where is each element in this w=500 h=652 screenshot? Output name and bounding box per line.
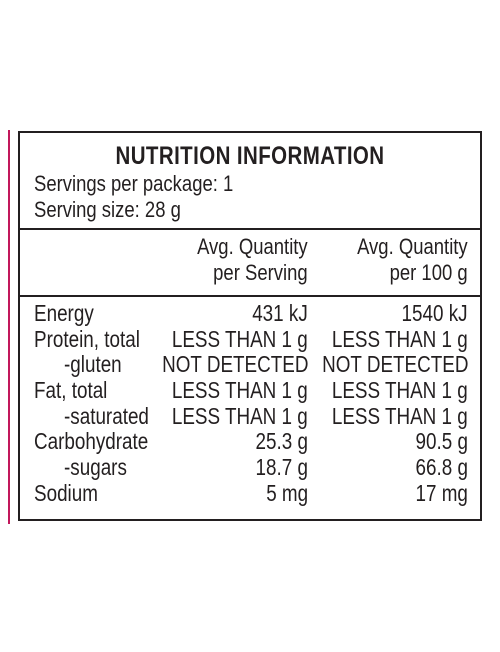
nutrient-label: -sugars [64, 454, 127, 481]
per-100g-value: 1540 kJ [401, 300, 468, 326]
nutrient-label: -saturated [64, 402, 149, 429]
nutrition-panel: NUTRITION INFORMATION Servings per packa… [18, 131, 482, 521]
nutrient-rows: Energy 431 kJ 1540 kJ Protein, total LES… [20, 297, 480, 506]
table-row: Sodium 5 mg 17 mg [20, 480, 480, 506]
per-100g-value: 17 mg [415, 479, 468, 506]
column-header-per-serving-line1: Avg. Quantity [197, 234, 308, 259]
nutrient-label: Carbohydrate [34, 428, 149, 455]
panel-title: NUTRITION INFORMATION [115, 142, 385, 170]
per-100g-value: 90.5 g [415, 428, 468, 455]
nutrient-label: Fat, total [34, 377, 108, 404]
table-row: Fat, total LESS THAN 1 g LESS THAN 1 g [20, 377, 480, 403]
table-row: Carbohydrate 25.3 g 90.5 g [20, 428, 480, 454]
per-serving-value: LESS THAN 1 g [172, 402, 308, 429]
servings-per-package: Servings per package: 1 [34, 171, 234, 196]
per-100g-value: LESS THAN 1 g [332, 377, 468, 404]
table-row: -sugars 18.7 g 66.8 g [20, 454, 480, 480]
column-header-per-serving-line2: per Serving [213, 260, 308, 285]
per-100g-value: LESS THAN 1 g [332, 325, 468, 352]
nutrient-label: Protein, total [34, 325, 140, 352]
per-100g-value: 66.8 g [415, 454, 468, 481]
panel-header: NUTRITION INFORMATION Servings per packa… [20, 133, 480, 230]
per-serving-value: 25.3 g [255, 428, 308, 455]
column-header-per-100g-line2: per 100 g [389, 260, 468, 285]
per-100g-value: LESS THAN 1 g [332, 402, 468, 429]
column-header-per-100g: Avg. Quantity per 100 g [357, 234, 468, 286]
per-serving-value: 5 mg [266, 479, 308, 506]
nutrient-label: -gluten [64, 351, 122, 378]
per-serving-value: NOT DETECTED [161, 351, 308, 378]
nutrient-label: Energy [34, 300, 94, 326]
column-header-per-100g-line1: Avg. Quantity [357, 234, 468, 259]
table-row: -gluten NOT DETECTED NOT DETECTED [20, 351, 480, 377]
per-serving-value: LESS THAN 1 g [172, 377, 308, 404]
column-headers: Avg. Quantity per Serving Avg. Quantity … [20, 230, 480, 297]
per-serving-value: LESS THAN 1 g [172, 325, 308, 352]
column-header-per-serving: Avg. Quantity per Serving [197, 234, 308, 286]
table-row: Protein, total LESS THAN 1 g LESS THAN 1… [20, 326, 480, 352]
nutrient-label: Sodium [34, 479, 98, 506]
accent-line [8, 130, 10, 524]
table-row: Energy 431 kJ 1540 kJ [20, 300, 480, 326]
serving-size: Serving size: 28 g [34, 197, 181, 222]
per-serving-value: 18.7 g [255, 454, 308, 481]
per-100g-value: NOT DETECTED [321, 351, 468, 378]
per-serving-value: 431 kJ [252, 300, 308, 326]
table-row: -saturated LESS THAN 1 g LESS THAN 1 g [20, 403, 480, 429]
